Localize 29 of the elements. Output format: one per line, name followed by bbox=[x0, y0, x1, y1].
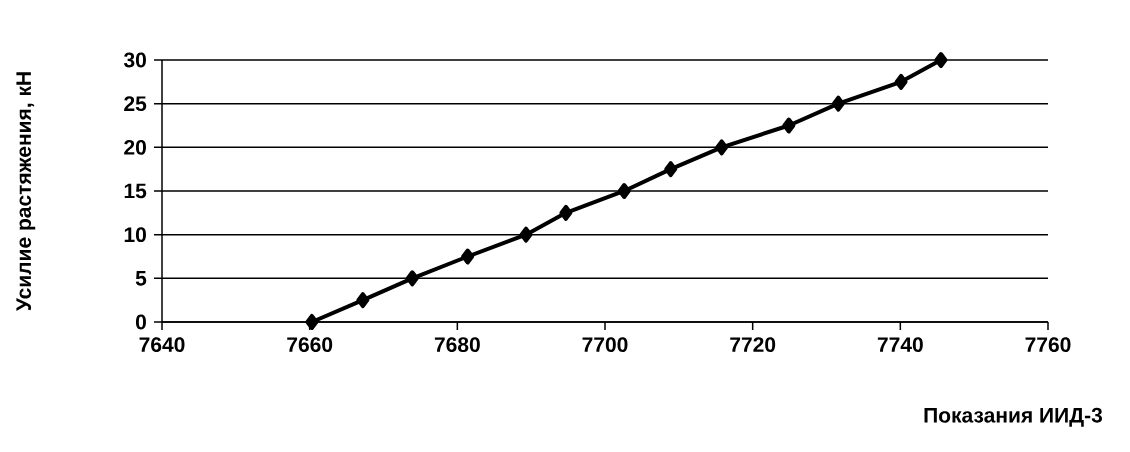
point bbox=[617, 182, 631, 199]
x-tick-label: 7700 bbox=[582, 337, 628, 353]
point bbox=[831, 95, 845, 112]
point bbox=[559, 204, 573, 221]
point bbox=[405, 270, 419, 287]
y-tick-label: 0 bbox=[135, 314, 146, 330]
y-tick-label: 10 bbox=[124, 227, 146, 243]
point bbox=[356, 292, 370, 309]
y-axis-title: Усилие растяжения, кН bbox=[16, 72, 36, 312]
point bbox=[894, 73, 908, 90]
y-tick-label: 30 bbox=[123, 52, 146, 68]
point bbox=[664, 161, 678, 178]
point bbox=[715, 139, 729, 156]
point bbox=[519, 226, 533, 243]
point bbox=[934, 52, 948, 68]
y-tick-label: 5 bbox=[135, 271, 147, 286]
x-tick-label: 7740 bbox=[877, 337, 923, 353]
x-tick-label: 7640 bbox=[139, 337, 185, 353]
point bbox=[305, 313, 319, 330]
x-axis-title: Показания ИИД-3 bbox=[924, 407, 1103, 427]
x-tick-label: 7760 bbox=[1025, 337, 1071, 353]
x-tick-label: 7680 bbox=[434, 337, 480, 353]
x-tick-label: 7660 bbox=[287, 337, 333, 353]
point bbox=[782, 117, 796, 134]
y-tick-label: 25 bbox=[124, 96, 147, 112]
y-tick-label: 20 bbox=[124, 139, 146, 155]
y-tick-label: 15 bbox=[124, 183, 147, 199]
point bbox=[461, 248, 475, 265]
x-tick-label: 7720 bbox=[730, 337, 776, 353]
